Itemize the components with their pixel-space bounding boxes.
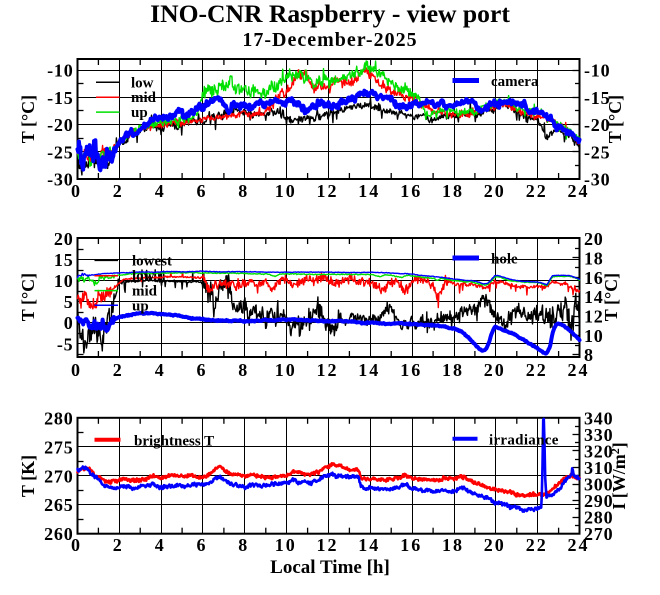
svg-text:5: 5 bbox=[64, 292, 74, 312]
svg-text:300: 300 bbox=[584, 475, 613, 495]
svg-text:-10: -10 bbox=[47, 61, 73, 81]
svg-text:24: 24 bbox=[568, 535, 590, 555]
svg-text:6: 6 bbox=[197, 535, 208, 555]
svg-text:20: 20 bbox=[54, 229, 74, 249]
svg-text:-25: -25 bbox=[584, 142, 610, 162]
svg-text:18: 18 bbox=[442, 360, 464, 380]
svg-text:mid: mid bbox=[131, 90, 157, 106]
svg-text:T [°C]: T [°C] bbox=[605, 95, 625, 143]
svg-text:Local Time [h]: Local Time [h] bbox=[270, 557, 390, 578]
svg-text:10: 10 bbox=[275, 181, 297, 201]
svg-text:270: 270 bbox=[584, 524, 613, 544]
svg-text:2: 2 bbox=[113, 360, 124, 380]
svg-text:2: 2 bbox=[113, 535, 124, 555]
svg-text:T [°C]: T [°C] bbox=[18, 273, 38, 321]
svg-text:330: 330 bbox=[584, 425, 613, 445]
svg-text:12: 12 bbox=[317, 535, 339, 555]
svg-text:0: 0 bbox=[71, 360, 82, 380]
svg-text:16: 16 bbox=[584, 268, 604, 288]
svg-text:20: 20 bbox=[484, 535, 506, 555]
svg-text:-20: -20 bbox=[47, 115, 73, 135]
svg-text:22: 22 bbox=[526, 535, 548, 555]
svg-text:INO-CNR Raspberry - view port: INO-CNR Raspberry - view port bbox=[150, 0, 510, 28]
svg-text:4: 4 bbox=[155, 181, 166, 201]
svg-text:10: 10 bbox=[275, 360, 297, 380]
svg-text:-15: -15 bbox=[584, 88, 610, 108]
svg-text:16: 16 bbox=[400, 360, 422, 380]
svg-text:15: 15 bbox=[54, 250, 74, 270]
svg-text:T [K]: T [K] bbox=[18, 455, 38, 497]
svg-text:irradiance: irradiance bbox=[489, 432, 559, 448]
svg-text:up: up bbox=[132, 298, 149, 314]
svg-text:340: 340 bbox=[584, 408, 613, 428]
svg-text:camera: camera bbox=[491, 74, 539, 90]
svg-text:18: 18 bbox=[442, 535, 464, 555]
svg-text:17-December-2025: 17-December-2025 bbox=[242, 29, 417, 51]
svg-text:24: 24 bbox=[568, 181, 590, 201]
svg-text:8: 8 bbox=[238, 360, 249, 380]
svg-text:270: 270 bbox=[44, 466, 73, 486]
svg-text:hole: hole bbox=[491, 251, 518, 267]
svg-text:14: 14 bbox=[584, 287, 604, 307]
svg-text:14: 14 bbox=[358, 181, 380, 201]
svg-text:6: 6 bbox=[197, 181, 208, 201]
svg-text:-25: -25 bbox=[47, 142, 73, 162]
svg-text:310: 310 bbox=[584, 458, 613, 478]
svg-text:4: 4 bbox=[155, 535, 166, 555]
svg-text:24: 24 bbox=[568, 360, 590, 380]
svg-text:320: 320 bbox=[584, 441, 613, 461]
svg-text:8: 8 bbox=[238, 181, 249, 201]
svg-text:16: 16 bbox=[400, 535, 422, 555]
svg-text:12: 12 bbox=[317, 360, 339, 380]
svg-text:12: 12 bbox=[584, 307, 604, 327]
svg-text:mid: mid bbox=[132, 284, 158, 300]
svg-text:-15: -15 bbox=[47, 88, 73, 108]
svg-text:20: 20 bbox=[484, 360, 506, 380]
svg-text:10: 10 bbox=[275, 535, 297, 555]
svg-text:I [W/m2]: I [W/m2] bbox=[608, 442, 629, 510]
svg-text:280: 280 bbox=[584, 508, 613, 528]
svg-text:low: low bbox=[131, 75, 154, 91]
svg-text:0: 0 bbox=[71, 181, 82, 201]
svg-text:T [°C]: T [°C] bbox=[18, 95, 38, 143]
svg-text:12: 12 bbox=[317, 181, 339, 201]
svg-text:T [°C]: T [°C] bbox=[601, 273, 621, 321]
svg-text:6: 6 bbox=[197, 360, 208, 380]
svg-text:265: 265 bbox=[44, 495, 73, 515]
svg-text:-30: -30 bbox=[584, 170, 610, 190]
svg-text:-20: -20 bbox=[584, 115, 610, 135]
svg-text:8: 8 bbox=[238, 535, 249, 555]
svg-text:0: 0 bbox=[71, 535, 82, 555]
svg-text:275: 275 bbox=[44, 437, 73, 457]
svg-text:lowest: lowest bbox=[132, 253, 172, 269]
svg-text:0: 0 bbox=[64, 313, 74, 333]
svg-text:22: 22 bbox=[526, 360, 548, 380]
svg-text:2: 2 bbox=[113, 181, 124, 201]
svg-text:14: 14 bbox=[358, 360, 380, 380]
svg-text:18: 18 bbox=[442, 181, 464, 201]
svg-text:-5: -5 bbox=[57, 334, 74, 354]
svg-text:14: 14 bbox=[358, 535, 380, 555]
svg-text:brightness T: brightness T bbox=[134, 433, 214, 449]
svg-text:up: up bbox=[131, 105, 148, 121]
svg-text:8: 8 bbox=[584, 345, 594, 365]
svg-text:260: 260 bbox=[44, 524, 73, 544]
svg-text:low: low bbox=[132, 269, 155, 285]
svg-text:10: 10 bbox=[54, 271, 74, 291]
svg-text:16: 16 bbox=[400, 181, 422, 201]
svg-text:22: 22 bbox=[526, 181, 548, 201]
svg-text:-10: -10 bbox=[584, 61, 610, 81]
svg-text:18: 18 bbox=[584, 248, 604, 268]
svg-text:4: 4 bbox=[155, 360, 166, 380]
svg-text:20: 20 bbox=[584, 229, 604, 249]
svg-text:280: 280 bbox=[44, 408, 73, 428]
svg-text:10: 10 bbox=[584, 326, 604, 346]
svg-text:-30: -30 bbox=[47, 170, 73, 190]
svg-text:290: 290 bbox=[584, 491, 613, 511]
svg-text:20: 20 bbox=[484, 181, 506, 201]
